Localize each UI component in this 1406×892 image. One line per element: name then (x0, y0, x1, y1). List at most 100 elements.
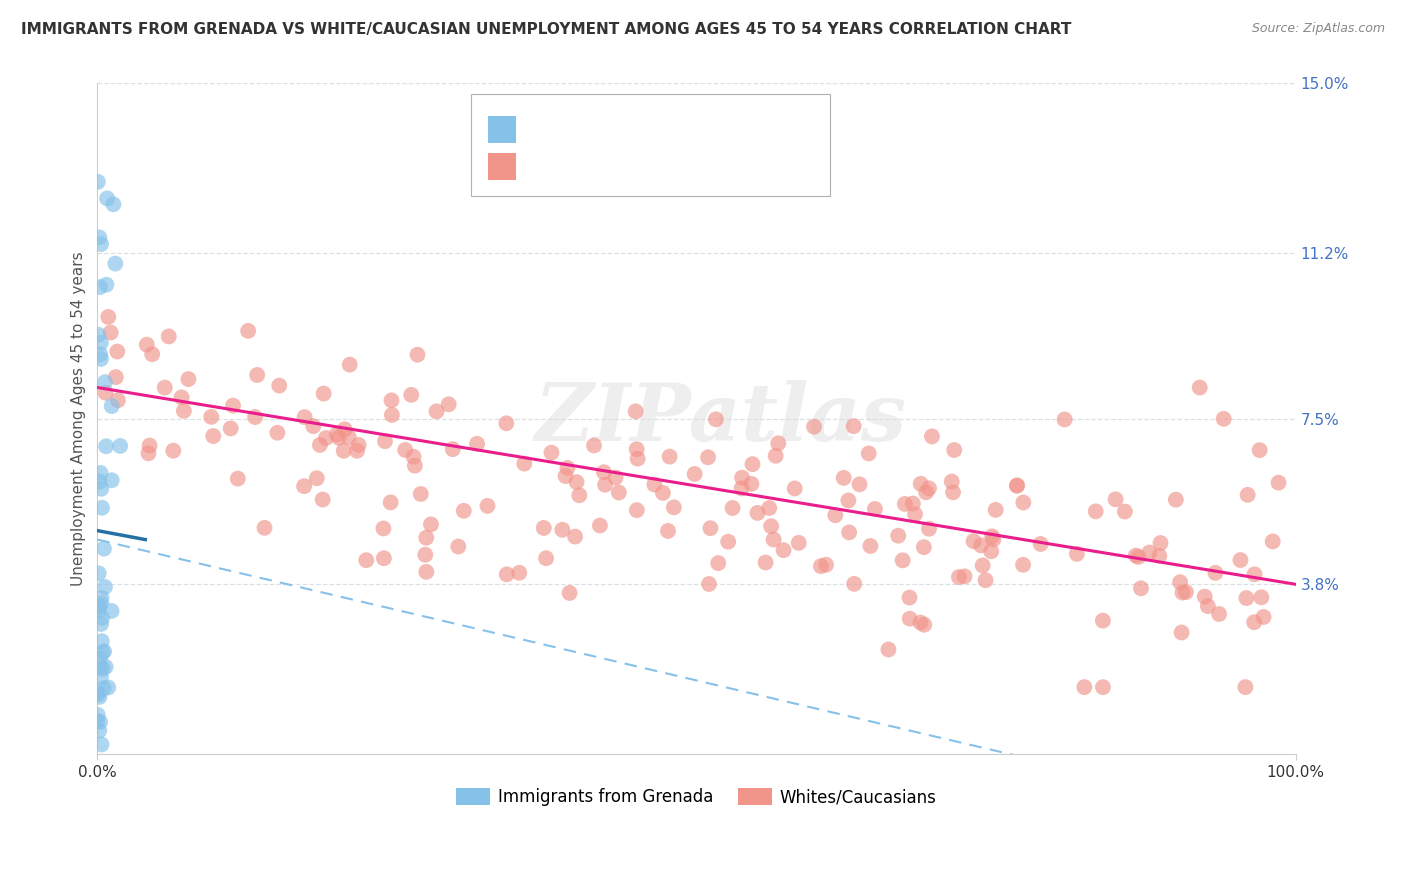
Text: IMMIGRANTS FROM GRENADA VS WHITE/CAUCASIAN UNEMPLOYMENT AMONG AGES 45 TO 54 YEAR: IMMIGRANTS FROM GRENADA VS WHITE/CAUCASI… (21, 22, 1071, 37)
Point (100, 473, 122, 487)
Point (762, 533, 785, 547)
Point (402, 450, 425, 464)
Point (1194, 590, 1216, 604)
Point (810, 559, 832, 574)
Point (624, 404, 647, 418)
Point (1170, 625, 1192, 640)
Point (863, 502, 886, 516)
Point (90, 237, 112, 252)
Point (90, 738, 112, 752)
Point (97, 310, 120, 324)
Point (238, 324, 260, 338)
Point (910, 476, 932, 491)
Point (803, 419, 825, 434)
Point (943, 442, 966, 457)
Point (266, 425, 288, 440)
Point (90, 617, 112, 632)
Point (103, 197, 125, 211)
Text: N =: N = (647, 158, 695, 176)
Point (202, 429, 225, 443)
Point (100, 399, 122, 413)
Point (1084, 504, 1107, 518)
Point (837, 493, 859, 508)
Point (477, 499, 499, 513)
Point (1066, 547, 1088, 561)
Point (772, 543, 794, 558)
Point (86, 714, 108, 728)
Point (87, 707, 110, 722)
Point (100, 326, 122, 340)
Point (93, 681, 115, 696)
Point (90, 591, 112, 605)
Point (90, 351, 112, 366)
Point (1250, 591, 1272, 605)
Point (373, 551, 395, 566)
Point (89, 347, 111, 361)
Point (1234, 591, 1257, 606)
Point (898, 612, 921, 626)
Point (707, 556, 730, 570)
Point (91, 662, 114, 676)
Point (1267, 475, 1289, 490)
Point (90, 596, 112, 610)
Point (901, 496, 924, 510)
Point (90, 466, 112, 480)
Point (337, 430, 360, 444)
Point (90, 670, 112, 684)
Point (1243, 615, 1265, 630)
Point (980, 544, 1002, 558)
Point (984, 503, 1007, 517)
Point (104, 257, 127, 271)
Point (717, 534, 740, 549)
Point (157, 329, 180, 343)
Point (96, 277, 118, 292)
Point (565, 475, 588, 489)
Point (787, 536, 810, 550)
Point (332, 443, 354, 458)
Point (842, 419, 865, 434)
Point (173, 404, 195, 418)
Point (1188, 380, 1211, 394)
Point (420, 517, 443, 532)
Point (858, 446, 880, 460)
Point (551, 523, 574, 537)
Point (921, 429, 943, 443)
Point (755, 556, 778, 570)
Point (87, 685, 110, 699)
Point (90, 482, 112, 496)
Point (87, 604, 110, 618)
Point (1073, 680, 1095, 694)
Point (1249, 443, 1271, 458)
Point (568, 488, 591, 502)
Point (100, 604, 122, 618)
Point (593, 477, 616, 491)
Point (1204, 566, 1226, 580)
Point (89, 280, 111, 294)
Point (105, 344, 128, 359)
Point (981, 529, 1004, 543)
Point (683, 467, 706, 481)
Point (87, 688, 110, 702)
Point (626, 451, 648, 466)
Point (246, 368, 269, 382)
Point (91, 645, 114, 659)
Point (1234, 680, 1257, 694)
Text: 49: 49 (696, 120, 723, 138)
Point (305, 471, 328, 485)
Point (1125, 549, 1147, 563)
Point (89, 690, 111, 704)
Point (374, 434, 396, 449)
Point (425, 404, 447, 418)
Point (1168, 575, 1191, 590)
Point (138, 438, 160, 452)
Point (859, 539, 882, 553)
Point (94, 580, 117, 594)
Point (346, 443, 368, 458)
Point (1171, 585, 1194, 599)
Legend: Immigrants from Grenada, Whites/Caucasians: Immigrants from Grenada, Whites/Caucasia… (450, 781, 943, 813)
Text: -0.021: -0.021 (567, 120, 620, 138)
Point (96, 191, 118, 205)
Point (765, 449, 787, 463)
Point (918, 481, 941, 495)
Point (513, 457, 536, 471)
